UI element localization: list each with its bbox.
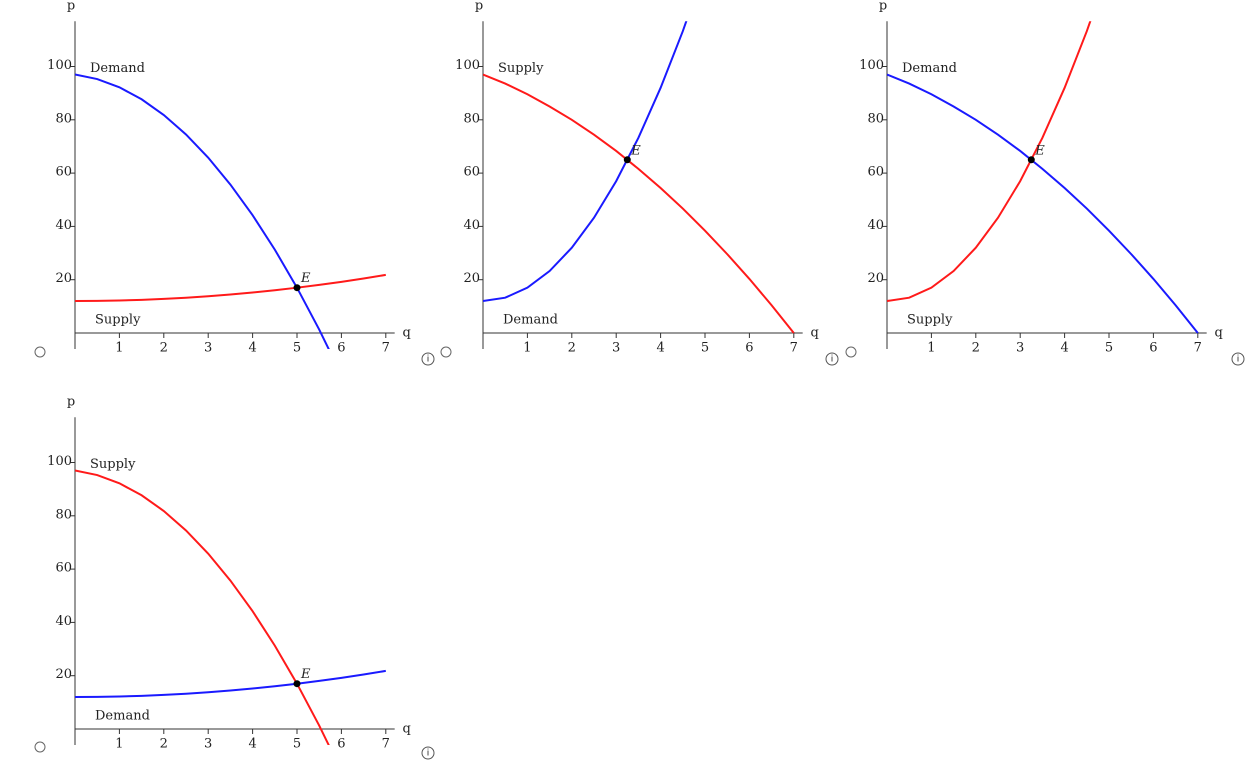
series-label: Supply — [95, 313, 141, 328]
equilibrium-label: E — [630, 143, 641, 158]
equilibrium-point — [293, 680, 301, 688]
y-tick-label: 80 — [55, 507, 72, 522]
curve — [483, 21, 688, 303]
chart: p q 1 2 3 4 5 6 7 20 40 60 80 100 Demand Supply E — [47, 0, 411, 356]
y-tick-label: 100 — [47, 58, 72, 73]
info-icon[interactable]: i — [825, 352, 839, 366]
equilibrium-point — [1027, 156, 1035, 164]
y-axis-label: p — [67, 0, 75, 14]
x-tick-label: 5 — [293, 737, 301, 752]
y-axis-label: p — [67, 395, 75, 410]
x-tick-label: 4 — [656, 341, 664, 356]
y-tick-label: 20 — [463, 271, 480, 286]
info-icon[interactable]: i — [421, 352, 435, 366]
y-tick-label: 40 — [867, 218, 884, 233]
y-tick-label: 40 — [55, 614, 72, 629]
x-tick-label: 1 — [927, 341, 935, 356]
x-axis-label: q — [403, 722, 411, 737]
x-tick-label: 7 — [382, 341, 390, 356]
series-label: Supply — [90, 457, 136, 472]
x-tick-label: 7 — [790, 341, 798, 356]
y-tick-label: 80 — [463, 111, 480, 126]
x-tick-label: 3 — [204, 737, 212, 752]
y-tick-label: 20 — [55, 667, 72, 682]
series-label: Demand — [902, 61, 957, 76]
info-icon[interactable]: i — [421, 746, 435, 760]
x-tick-label: 2 — [568, 341, 576, 356]
x-axis-label: q — [811, 326, 819, 341]
y-tick-label: 60 — [55, 165, 72, 180]
x-tick-label: 3 — [1016, 341, 1024, 356]
chart: p q 1 2 3 4 5 6 7 20 40 60 80 100 Supply Demand E — [47, 395, 411, 752]
y-tick-label: 40 — [55, 218, 72, 233]
equilibrium-label: E — [300, 667, 311, 682]
x-tick-label: 6 — [745, 341, 753, 356]
curve — [483, 73, 795, 334]
x-tick-label: 6 — [337, 737, 345, 752]
y-tick-label: 60 — [463, 165, 480, 180]
radio-button[interactable] — [440, 346, 452, 358]
x-tick-label: 2 — [972, 341, 980, 356]
y-tick-label: 80 — [55, 111, 72, 126]
svg-text:i: i — [427, 749, 430, 759]
chart: p q 1 2 3 4 5 6 7 20 40 60 80 100 Supply Demand E — [455, 0, 819, 356]
x-tick-label: 6 — [1149, 341, 1157, 356]
series-label: Demand — [95, 709, 150, 724]
y-tick-label: 20 — [867, 271, 884, 286]
svg-text:i: i — [831, 355, 834, 365]
y-tick-label: 40 — [463, 218, 480, 233]
radio-button[interactable] — [34, 741, 46, 753]
y-tick-label: 100 — [859, 58, 884, 73]
x-tick-label: 1 — [115, 341, 123, 356]
y-tick-label: 60 — [867, 165, 884, 180]
x-tick-label: 3 — [612, 341, 620, 356]
series-label: Supply — [907, 313, 953, 328]
x-tick-label: 6 — [337, 341, 345, 356]
radio-button[interactable] — [34, 346, 46, 358]
curve — [75, 73, 330, 349]
x-tick-label: 4 — [248, 341, 256, 356]
y-tick-label: 20 — [55, 271, 72, 286]
equilibrium-label: E — [300, 271, 311, 286]
x-tick-label: 2 — [160, 341, 168, 356]
x-tick-label: 1 — [523, 341, 531, 356]
x-tick-label: 2 — [160, 737, 168, 752]
y-tick-label: 60 — [55, 561, 72, 576]
x-tick-label: 5 — [293, 341, 301, 356]
equilibrium-point — [623, 156, 631, 164]
x-tick-label: 7 — [1194, 341, 1202, 356]
y-tick-label: 100 — [47, 454, 72, 469]
info-icon[interactable]: i — [1231, 352, 1245, 366]
y-tick-label: 100 — [455, 58, 480, 73]
x-tick-label: 5 — [1105, 341, 1113, 356]
series-label: Demand — [90, 61, 145, 76]
x-tick-label: 4 — [1060, 341, 1068, 356]
x-tick-label: 3 — [204, 341, 212, 356]
x-tick-label: 4 — [248, 737, 256, 752]
chart: p q 1 2 3 4 5 6 7 20 40 60 80 100 Demand Supply E — [859, 0, 1223, 356]
x-tick-label: 1 — [115, 737, 123, 752]
y-axis-label: p — [879, 0, 887, 14]
x-tick-label: 7 — [382, 737, 390, 752]
x-axis-label: q — [1215, 326, 1223, 341]
x-tick-label: 5 — [701, 341, 709, 356]
series-label: Supply — [498, 61, 544, 76]
curve — [75, 669, 386, 699]
y-axis-label: p — [475, 0, 483, 14]
curve — [887, 21, 1092, 303]
equilibrium-label: E — [1034, 143, 1045, 158]
series-label: Demand — [503, 313, 558, 328]
curve — [887, 73, 1199, 334]
radio-button[interactable] — [845, 346, 857, 358]
equilibrium-point — [293, 284, 301, 292]
x-axis-label: q — [403, 326, 411, 341]
y-tick-label: 80 — [867, 111, 884, 126]
curve — [75, 273, 386, 303]
svg-text:i: i — [427, 355, 430, 365]
svg-text:i: i — [1237, 355, 1240, 365]
